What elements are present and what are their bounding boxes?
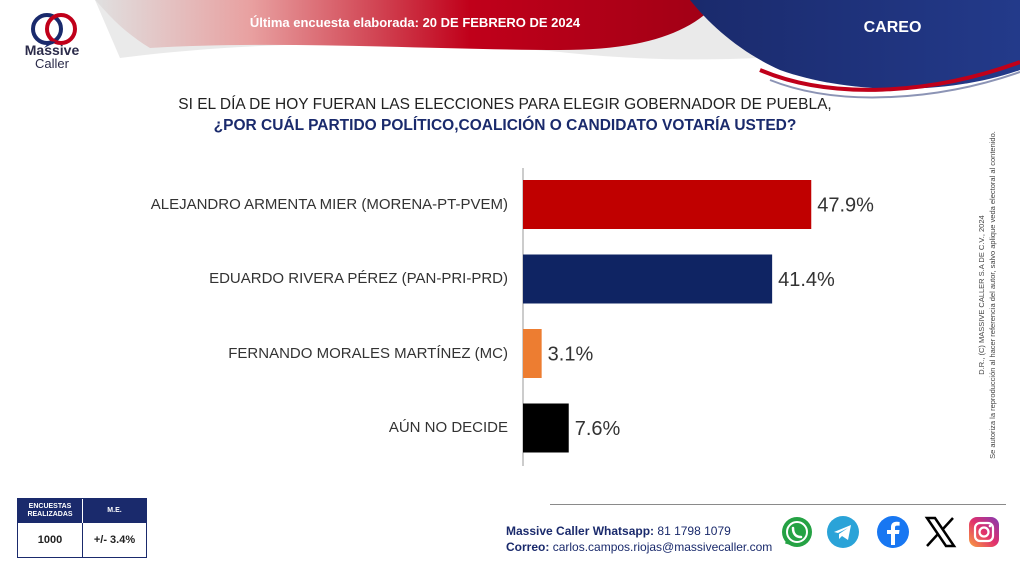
brand-name-line2: Caller bbox=[35, 56, 69, 71]
email-address[interactable]: carlos.campos.riojas@massivecaller.com bbox=[552, 540, 773, 554]
telegram-icon[interactable] bbox=[826, 515, 860, 549]
survey-stats-table: ENCUESTAS REALIZADAS M.E. 1000 +/- 3.4% bbox=[17, 498, 147, 558]
surveys-header: ENCUESTAS REALIZADAS bbox=[18, 499, 83, 523]
margin-of-error-value: +/- 3.4% bbox=[93, 534, 136, 546]
x-icon[interactable] bbox=[923, 515, 957, 549]
surveys-value: 1000 bbox=[18, 523, 83, 557]
bar bbox=[523, 329, 542, 378]
candidate-label: EDUARDO RIVERA PÉREZ (PAN-PRI-PRD) bbox=[209, 270, 508, 287]
candidate-label: AÚN NO DECIDE bbox=[388, 419, 508, 436]
bar bbox=[523, 180, 812, 229]
brand-wordmark: Massive Caller bbox=[10, 42, 94, 71]
brand-logo-icon bbox=[31, 13, 77, 48]
email-label: Correo: bbox=[506, 540, 550, 554]
instagram-icon[interactable] bbox=[967, 515, 1001, 549]
question-line2: ¿POR CUÁL PARTIDO POLÍTICO,COALICIÓN O C… bbox=[213, 117, 797, 134]
bar bbox=[523, 403, 569, 453]
contact-divider bbox=[550, 504, 1006, 505]
brand-name-line1: Massive bbox=[24, 42, 80, 58]
whatsapp-contact: Massive Caller Whatsapp: 81 1798 1079 bbox=[506, 524, 731, 538]
whatsapp-label: Massive Caller Whatsapp: bbox=[506, 524, 655, 538]
section-title: CAREO bbox=[863, 19, 922, 36]
margin-of-error-header: M.E. bbox=[83, 499, 146, 523]
whatsapp-icon[interactable] bbox=[780, 515, 814, 549]
candidate-label: ALEJANDRO ARMENTA MIER (MORENA-PT-PVEM) bbox=[150, 195, 508, 213]
bar bbox=[523, 254, 773, 304]
survey-date-banner: Última encuesta elaborada: 20 DE FEBRERO… bbox=[249, 15, 581, 30]
question-line1: SI EL DÍA DE HOY FUERAN LAS ELECCIONES P… bbox=[178, 96, 832, 113]
bar-value-label: 41.4% bbox=[778, 269, 835, 291]
bar-value-label: 3.1% bbox=[548, 344, 594, 366]
bar-value-label: 47.9% bbox=[817, 195, 874, 217]
facebook-icon[interactable] bbox=[876, 515, 910, 549]
bar-value-label: 7.6% bbox=[575, 418, 621, 440]
email-contact: Correo: carlos.campos.riojas@massivecall… bbox=[506, 540, 772, 554]
candidate-label: FERNANDO MORALES MARTÍNEZ (MC) bbox=[228, 344, 508, 362]
whatsapp-number: 81 1798 1079 bbox=[657, 524, 731, 538]
